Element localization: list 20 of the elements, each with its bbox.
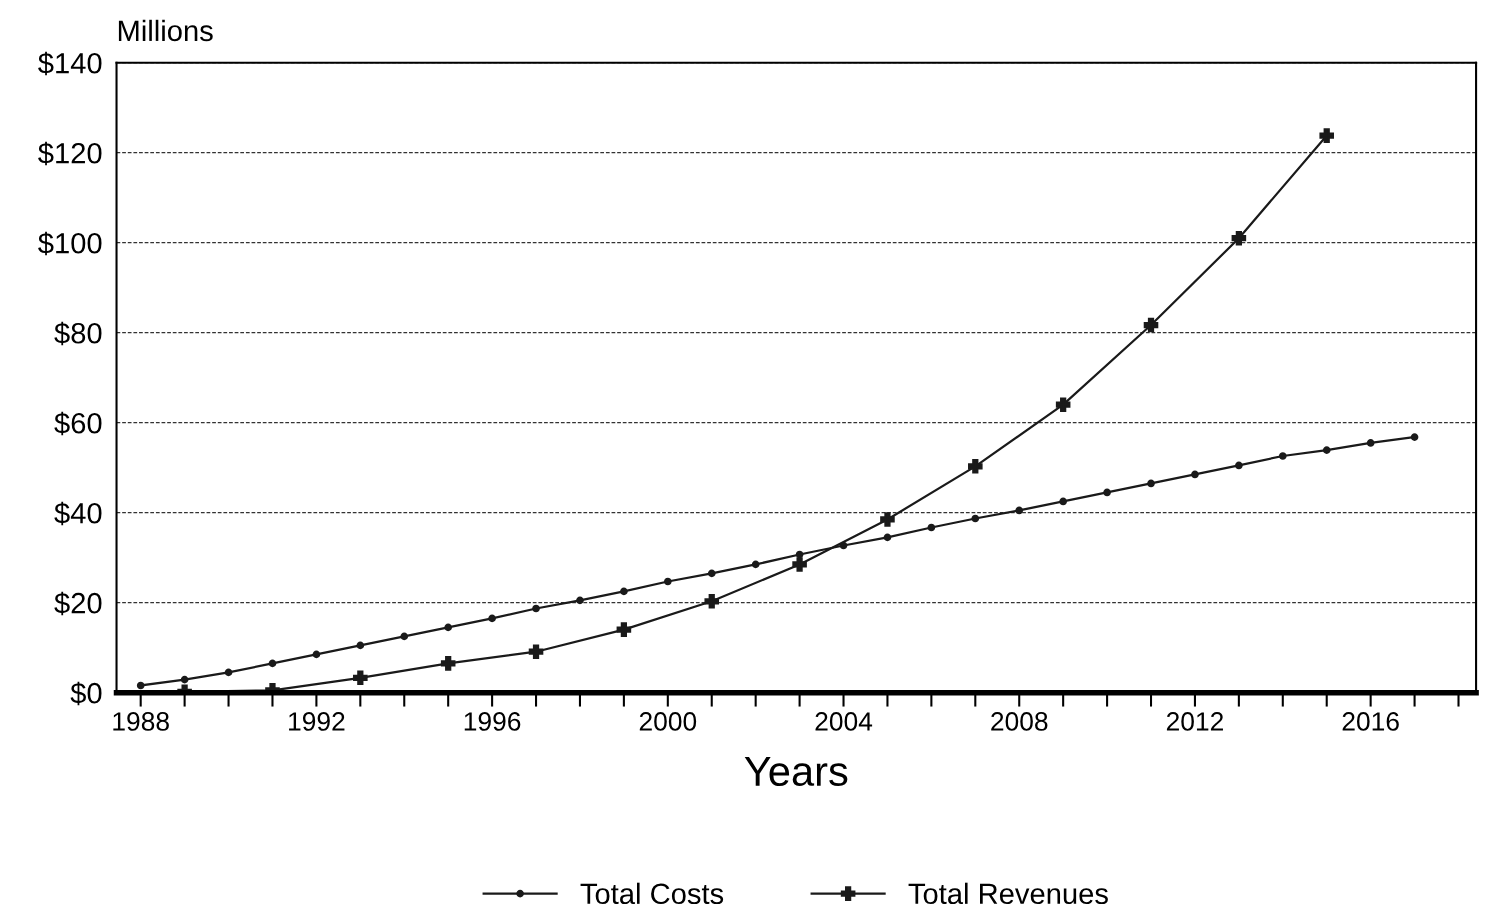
legend-label: Total Costs	[580, 882, 724, 905]
y-tick-label: $140	[38, 51, 102, 76]
x-tick-label: 2016	[1342, 712, 1399, 731]
x-tick-label: 1988	[113, 712, 169, 731]
x-tick-label: 2008	[991, 712, 1048, 731]
legend-label: Total Revenues	[908, 882, 1108, 905]
y-axis-title: Millions	[118, 19, 213, 42]
y-tick-label: $100	[38, 231, 102, 256]
x-tick-label: 2012	[1166, 712, 1223, 731]
y-tick-label: $120	[38, 141, 102, 166]
x-tick-label: 1996	[464, 712, 521, 731]
y-tick-label: $80	[54, 321, 102, 346]
x-tick-label: 1992	[289, 712, 345, 731]
y-tick-label: $0	[70, 681, 102, 706]
y-tick-label: $60	[54, 411, 102, 436]
x-tick-label: 2004	[815, 712, 873, 731]
x-tick-label: 2000	[639, 712, 697, 731]
y-tick-label: $40	[54, 501, 102, 526]
x-axis-title: Years	[744, 756, 848, 787]
y-tick-label: $20	[54, 591, 102, 616]
